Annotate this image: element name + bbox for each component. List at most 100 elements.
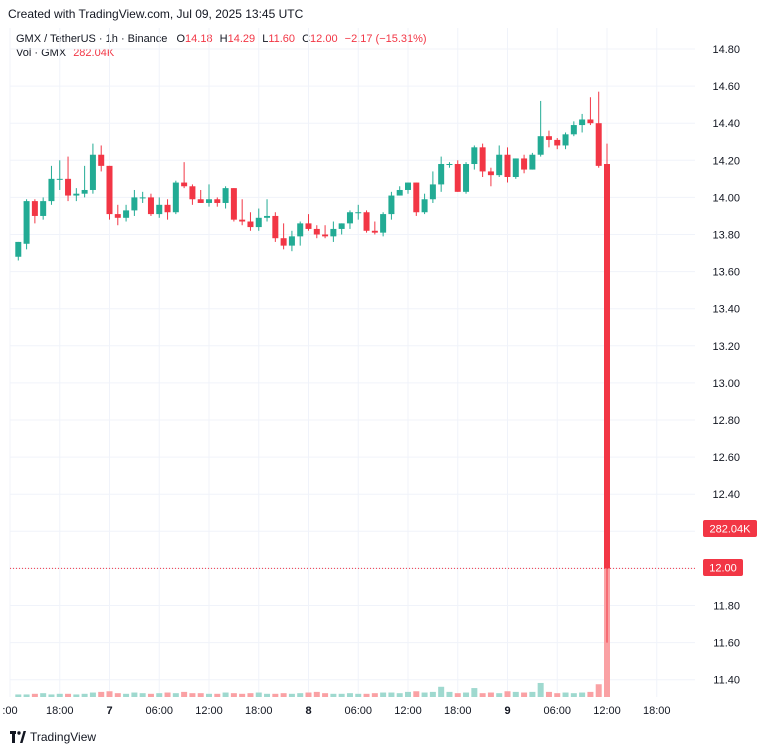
volume-label[interactable]: Vol · GMX (16, 47, 67, 59)
candle[interactable] (214, 197, 221, 207)
candle[interactable] (545, 130, 552, 148)
candle[interactable] (463, 162, 470, 194)
candle[interactable] (429, 171, 436, 203)
candle[interactable] (338, 223, 345, 235)
candle[interactable] (197, 189, 204, 203)
candle[interactable] (31, 199, 38, 224)
candle[interactable] (595, 91, 602, 168)
volume-bar (239, 693, 246, 697)
candle[interactable] (438, 156, 445, 192)
price-axis[interactable]: 11.4011.6011.8012.0012.2012.4012.6012.80… (712, 44, 740, 687)
footer-brand[interactable]: TradingView (10, 730, 96, 744)
candle[interactable] (255, 208, 262, 231)
candle[interactable] (40, 197, 47, 220)
x-tick-label: 8 (305, 705, 311, 717)
candle[interactable] (156, 197, 163, 218)
time-axis[interactable]: :00 18:00 7 06:00 12:00 18:00 8 06:00 12:00 18:00… (2, 705, 670, 717)
candle[interactable] (48, 165, 55, 205)
y-tick-label: 14.40 (712, 118, 740, 130)
candle[interactable] (346, 210, 353, 229)
candle[interactable] (396, 186, 403, 196)
candle-body (255, 217, 262, 228)
candle[interactable] (413, 182, 420, 216)
candle[interactable] (363, 210, 370, 233)
candle[interactable] (604, 143, 610, 643)
volume-bar (562, 692, 569, 697)
candle-body (305, 223, 312, 229)
candle[interactable] (15, 241, 22, 261)
candle[interactable] (297, 221, 304, 246)
candle[interactable] (272, 212, 279, 242)
candle[interactable] (172, 180, 179, 215)
symbol-label[interactable]: GMX / TetherUS · 1h · Binance (16, 33, 168, 45)
open-label: O (176, 33, 186, 45)
candle[interactable] (106, 165, 113, 220)
candle[interactable] (487, 167, 494, 187)
candle-body (81, 189, 88, 194)
candle[interactable] (479, 143, 486, 177)
candle[interactable] (454, 160, 461, 192)
candle[interactable] (89, 143, 96, 194)
candle-body (388, 195, 395, 215)
candle[interactable] (504, 147, 511, 183)
candle[interactable] (147, 193, 154, 216)
candle[interactable] (280, 223, 287, 250)
candle-body (421, 199, 428, 213)
candle[interactable] (313, 225, 320, 239)
candle[interactable] (65, 156, 72, 202)
candle[interactable] (247, 212, 254, 231)
volume-bar (98, 691, 105, 697)
candle[interactable] (446, 162, 453, 168)
candle[interactable] (222, 186, 229, 209)
candle[interactable] (512, 158, 519, 179)
candle[interactable] (305, 214, 312, 231)
candle[interactable] (371, 221, 378, 235)
candle[interactable] (421, 193, 428, 215)
candle[interactable] (73, 188, 80, 202)
volume-bar (65, 693, 72, 697)
candle[interactable] (189, 184, 196, 205)
candle-body (338, 223, 345, 229)
volume-bar (463, 692, 470, 697)
candle[interactable] (81, 165, 88, 198)
candle[interactable] (529, 152, 536, 170)
candle[interactable] (239, 199, 246, 226)
volume-bar (56, 693, 63, 697)
candle[interactable] (471, 145, 478, 170)
candle[interactable] (288, 230, 295, 252)
candle[interactable] (405, 182, 411, 194)
volume-bar (272, 693, 279, 697)
candle[interactable] (554, 138, 561, 150)
volume-bar (413, 691, 420, 697)
candle[interactable] (579, 113, 586, 133)
candle[interactable] (181, 162, 188, 189)
candle[interactable] (537, 100, 544, 157)
candle-body (288, 236, 295, 246)
candle[interactable] (123, 204, 130, 222)
candle[interactable] (206, 184, 212, 207)
candle[interactable] (139, 191, 146, 203)
candle[interactable] (98, 145, 105, 172)
candle-body (587, 119, 594, 124)
candle-body (40, 201, 47, 216)
candle[interactable] (164, 199, 171, 220)
candle[interactable] (330, 221, 337, 242)
candle[interactable] (56, 160, 63, 190)
candle[interactable] (322, 225, 329, 239)
candle[interactable] (114, 204, 121, 226)
candle[interactable] (380, 212, 387, 237)
candle[interactable] (131, 189, 138, 216)
candle[interactable] (562, 132, 569, 150)
candle[interactable] (521, 154, 528, 174)
candle[interactable] (355, 204, 362, 220)
candle[interactable] (230, 188, 237, 222)
volume-bar (380, 692, 387, 697)
candle[interactable] (23, 199, 30, 250)
candle[interactable] (496, 145, 503, 177)
candle[interactable] (388, 191, 395, 220)
candle[interactable] (587, 97, 594, 126)
candle[interactable] (264, 199, 271, 222)
volume-bar (31, 693, 38, 697)
candle[interactable] (570, 121, 577, 137)
